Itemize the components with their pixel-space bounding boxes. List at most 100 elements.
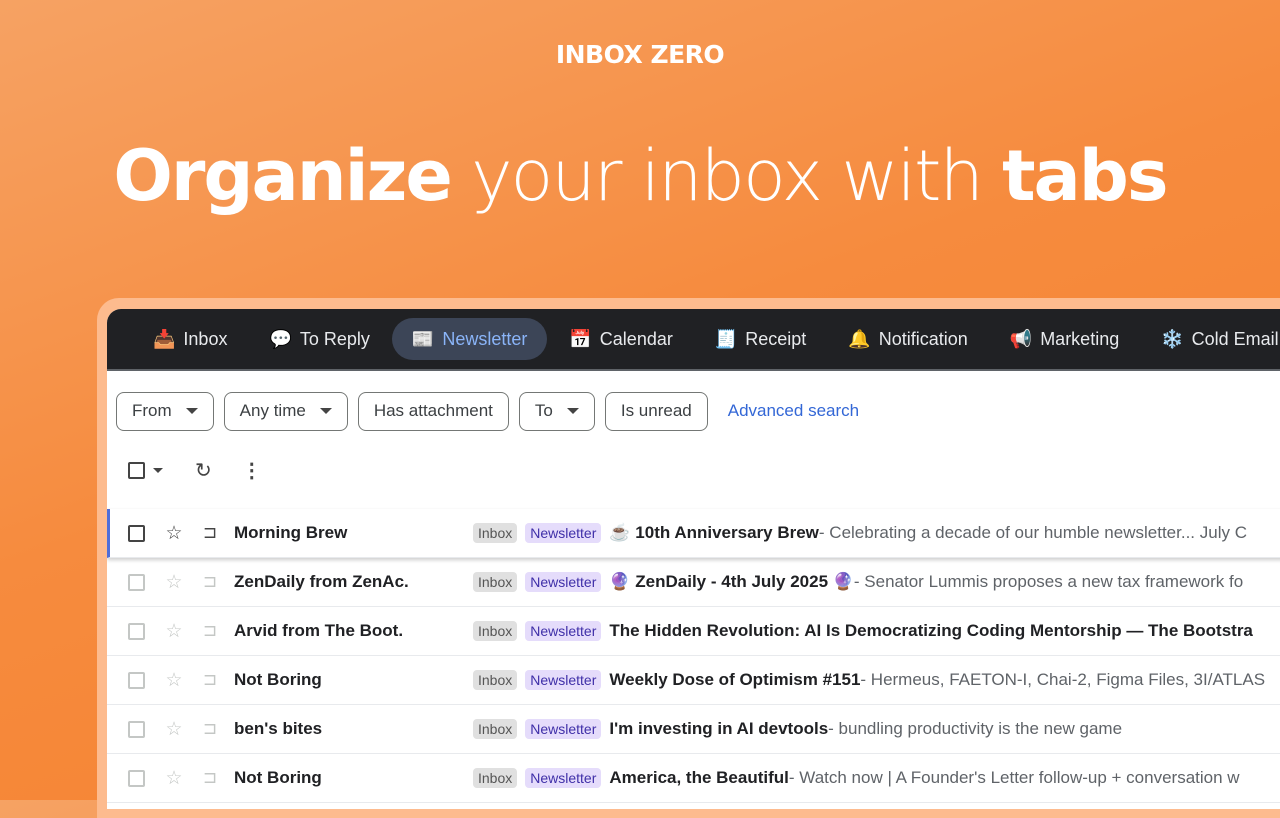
snippet: - Watch now | A Founder's Letter follow-… (788, 768, 1240, 787)
tab-icon: 📅 (569, 328, 592, 349)
tab-receipt[interactable]: 🧾 Receipt (695, 318, 826, 360)
tab-label: Cold Email (1191, 328, 1279, 349)
snippet: - Celebrating a decade of our humble new… (818, 523, 1247, 542)
filter-bar: From Any time Has attachment To Is unrea… (107, 371, 1280, 431)
tab-label: Marketing (1040, 328, 1120, 349)
email-row[interactable]: ☆ ⊐ Not Boring Inbox Newsletter Weekly D… (107, 656, 1280, 705)
row-checkbox[interactable] (128, 769, 145, 787)
star-icon[interactable]: ☆ (165, 571, 183, 593)
caret-down-icon[interactable] (153, 467, 163, 473)
important-marker-icon[interactable]: ⊐ (202, 670, 218, 689)
tab-label: Newsletter (442, 328, 528, 349)
select-all[interactable] (128, 461, 163, 479)
tab-cold-email[interactable]: ❄️ Cold Email (1141, 318, 1280, 360)
snippet: - Hermeus, FAETON-I, Chai-2, Figma Files… (860, 670, 1266, 689)
star-icon[interactable]: ☆ (165, 718, 183, 740)
label-newsletter[interactable]: Newsletter (525, 670, 602, 690)
tab-to-reply[interactable]: 💬 To Reply (249, 318, 389, 360)
sender: ZenDaily from ZenAc. (234, 572, 409, 591)
email-row[interactable]: ☆ ⊐ ben's bites Inbox Newsletter I'm inv… (107, 705, 1280, 754)
snippet: - Senator Lummis proposes a new tax fram… (853, 572, 1244, 591)
caret-down-icon (185, 408, 198, 414)
tab-marketing[interactable]: 📢 Marketing (990, 318, 1139, 360)
email-row[interactable]: ☆ ⊐ Not Boring Inbox Newsletter America,… (107, 754, 1280, 803)
sender: Morning Brew (234, 523, 348, 542)
select-all-checkbox[interactable] (128, 461, 145, 479)
tab-newsletter[interactable]: 📰 Newsletter (391, 318, 548, 360)
mail-window: 📥 Inbox 💬 To Reply 📰 Newsletter 📅 Calendar 🧾 Rece… (107, 309, 1280, 809)
caret-down-icon (566, 408, 579, 414)
star-icon[interactable]: ☆ (165, 767, 183, 789)
label-newsletter[interactable]: Newsletter (525, 523, 602, 543)
tab-bar: 📥 Inbox 💬 To Reply 📰 Newsletter 📅 Calendar 🧾 Rece… (107, 309, 1280, 371)
any-time-filter[interactable]: Any time (223, 391, 348, 431)
refresh-icon[interactable]: ↻ (195, 459, 212, 482)
has-attachment-filter[interactable]: Has attachment (357, 391, 509, 431)
tab-icon: 💬 (269, 328, 292, 349)
star-icon[interactable]: ☆ (165, 522, 183, 544)
tab-inbox[interactable]: 📥 Inbox (133, 318, 247, 360)
label-inbox[interactable]: Inbox (473, 621, 518, 641)
star-icon[interactable]: ☆ (165, 620, 183, 642)
advanced-search-link[interactable]: Advanced search (727, 401, 860, 420)
important-marker-icon[interactable]: ⊐ (202, 621, 218, 640)
tab-label: Calendar (599, 328, 673, 349)
headline-bold-2: tabs (1002, 135, 1168, 217)
tab-notification[interactable]: 🔔 Notification (828, 318, 987, 360)
subject: I'm investing in AI devtools (609, 719, 829, 738)
subject: Weekly Dose of Optimism #151 (609, 670, 861, 689)
label-newsletter[interactable]: Newsletter (525, 621, 602, 641)
snippet: - bundling productivity is the new game (828, 719, 1123, 738)
sender: Not Boring (234, 670, 322, 689)
headline-bold-1: Organize (113, 135, 452, 217)
tab-icon: 🧾 (714, 328, 738, 349)
label-inbox[interactable]: Inbox (473, 670, 518, 690)
important-marker-icon[interactable]: ⊐ (202, 719, 218, 738)
from-filter[interactable]: From (116, 391, 214, 431)
tab-icon: 📢 (1009, 328, 1033, 349)
tab-label: Notification (878, 328, 968, 349)
any-time-label: Any time (239, 401, 306, 420)
caret-down-icon (319, 408, 332, 414)
sender: Arvid from The Boot. (234, 621, 404, 640)
row-checkbox[interactable] (128, 622, 145, 640)
sender: Not Boring (234, 768, 322, 787)
subject: 🔮 ZenDaily - 4th July 2025 🔮 (609, 572, 854, 591)
more-vert-icon[interactable]: ⋮ (241, 459, 262, 482)
important-marker-icon[interactable]: ⊐ (202, 523, 218, 542)
email-row[interactable]: ☆ ⊐ Morning Brew Inbox Newsletter ☕ 10th… (107, 509, 1280, 558)
important-marker-icon[interactable]: ⊐ (202, 768, 218, 787)
to-label: To (534, 401, 553, 420)
to-filter[interactable]: To (518, 391, 595, 431)
label-newsletter[interactable]: Newsletter (525, 719, 602, 739)
tab-icon: 🔔 (848, 328, 871, 349)
label-newsletter[interactable]: Newsletter (525, 572, 602, 592)
tab-label: Receipt (745, 328, 807, 349)
label-newsletter[interactable]: Newsletter (525, 768, 602, 788)
sender: ben's bites (234, 719, 323, 738)
from-label: From (132, 401, 172, 420)
tab-icon: 📰 (411, 328, 435, 349)
email-row[interactable]: ☆ ⊐ ZenDaily from ZenAc. Inbox Newslette… (107, 558, 1280, 607)
headline-middle: your inbox with (450, 135, 1003, 217)
label-inbox[interactable]: Inbox (473, 523, 518, 543)
row-checkbox[interactable] (128, 671, 145, 689)
subject: ☕ 10th Anniversary Brew (609, 523, 819, 542)
tab-label: To Reply (299, 328, 370, 349)
star-icon[interactable]: ☆ (165, 669, 183, 691)
row-checkbox[interactable] (128, 720, 145, 738)
subject: America, the Beautiful (609, 768, 789, 787)
label-inbox[interactable]: Inbox (473, 719, 518, 739)
subject: The Hidden Revolution: AI Is Democratizi… (609, 621, 1253, 640)
label-inbox[interactable]: Inbox (473, 572, 518, 592)
row-checkbox[interactable] (128, 524, 145, 542)
label-inbox[interactable]: Inbox (473, 768, 518, 788)
email-list: ☆ ⊐ Morning Brew Inbox Newsletter ☕ 10th… (107, 509, 1280, 803)
is-unread-filter[interactable]: Is unread (604, 391, 708, 431)
row-checkbox[interactable] (128, 573, 145, 591)
list-toolbar: ↻ ⋮ (107, 431, 1280, 509)
email-row[interactable]: ☆ ⊐ Arvid from The Boot. Inbox Newslette… (107, 607, 1280, 656)
tab-calendar[interactable]: 📅 Calendar (549, 318, 692, 360)
tab-label: Inbox (183, 328, 228, 349)
important-marker-icon[interactable]: ⊐ (202, 572, 218, 591)
